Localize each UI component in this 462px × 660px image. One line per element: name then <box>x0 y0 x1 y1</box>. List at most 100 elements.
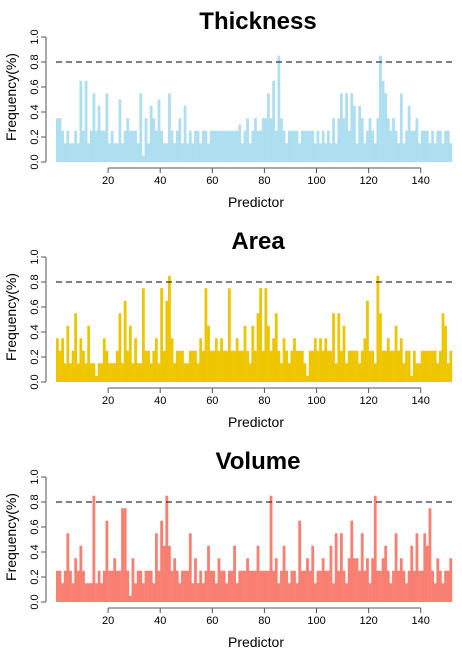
bar <box>128 130 132 162</box>
bar <box>345 363 348 382</box>
bar <box>131 363 135 382</box>
bar <box>248 143 252 162</box>
bar <box>399 93 403 162</box>
bar <box>332 583 335 602</box>
bar <box>141 288 145 382</box>
bar <box>334 363 338 382</box>
bar <box>204 130 208 162</box>
bar <box>420 570 424 602</box>
bar <box>316 130 320 162</box>
bar <box>306 558 309 602</box>
bar <box>141 155 145 162</box>
bar <box>363 143 367 162</box>
bar <box>381 80 385 162</box>
bar <box>173 143 177 162</box>
bar <box>134 583 137 602</box>
bar <box>345 583 348 602</box>
bar <box>285 570 289 602</box>
bar <box>246 558 249 602</box>
bar <box>384 545 388 602</box>
bar <box>240 570 244 602</box>
bar <box>97 363 101 382</box>
bar <box>147 143 150 162</box>
bar <box>243 130 247 162</box>
bar <box>353 350 356 382</box>
bar <box>446 570 450 602</box>
bar <box>173 558 177 602</box>
bar <box>201 350 205 382</box>
bar <box>69 570 72 602</box>
bar <box>76 143 80 162</box>
y-tick-label: 0.4 <box>29 324 41 339</box>
bar <box>155 533 158 602</box>
bar <box>313 338 317 382</box>
bar <box>282 545 286 602</box>
bar <box>360 533 364 602</box>
bar <box>392 570 395 602</box>
bar <box>160 520 164 602</box>
bar <box>355 143 359 162</box>
bar <box>79 80 83 162</box>
bar <box>287 130 291 162</box>
bar <box>61 130 65 162</box>
bar <box>298 350 302 382</box>
bar <box>277 55 281 162</box>
bar <box>347 130 351 162</box>
bar <box>233 130 236 162</box>
bar <box>175 130 179 162</box>
bar <box>100 130 104 162</box>
x-tick-label: 120 <box>359 615 377 627</box>
bar <box>254 118 257 162</box>
bar <box>209 570 213 602</box>
bar <box>425 130 429 162</box>
bar <box>175 350 179 382</box>
bar <box>415 533 419 602</box>
bar <box>71 143 75 162</box>
bar <box>353 558 356 602</box>
bar <box>290 130 294 162</box>
bar <box>329 143 333 162</box>
bar <box>272 570 276 602</box>
bar <box>420 350 424 382</box>
bar <box>238 350 242 382</box>
y-tick-label: 0.0 <box>29 594 41 609</box>
x-tick-label: 20 <box>102 395 114 407</box>
bar <box>392 118 395 162</box>
x-axis-label: Predictor <box>228 194 284 210</box>
bar <box>444 570 447 602</box>
bar <box>128 325 132 382</box>
bar <box>157 363 161 382</box>
bar <box>423 130 427 162</box>
bar <box>433 350 437 382</box>
bar <box>303 363 307 382</box>
bar <box>230 570 234 602</box>
bar <box>389 130 393 162</box>
x-tick-label: 100 <box>307 395 325 407</box>
bar <box>139 570 143 602</box>
y-tick-label: 0.6 <box>29 519 41 534</box>
bar <box>214 583 218 602</box>
bar <box>58 350 62 382</box>
bar <box>405 130 408 162</box>
bar <box>58 570 62 602</box>
bar <box>272 338 276 382</box>
bar <box>274 558 278 602</box>
x-tick-label: 140 <box>412 175 430 187</box>
bar <box>444 325 447 382</box>
bar <box>397 350 401 382</box>
bar <box>155 130 158 162</box>
bar <box>222 350 226 382</box>
bar <box>220 130 223 162</box>
bar <box>410 130 414 162</box>
bar <box>100 583 104 602</box>
bar <box>368 118 372 162</box>
bar <box>303 570 307 602</box>
bar <box>399 558 403 602</box>
bar <box>407 105 411 162</box>
bar <box>293 570 296 602</box>
y-tick-label: 0.6 <box>29 299 41 314</box>
bar <box>264 570 268 602</box>
bar <box>165 300 169 382</box>
bar <box>225 583 229 602</box>
bar <box>209 350 213 382</box>
